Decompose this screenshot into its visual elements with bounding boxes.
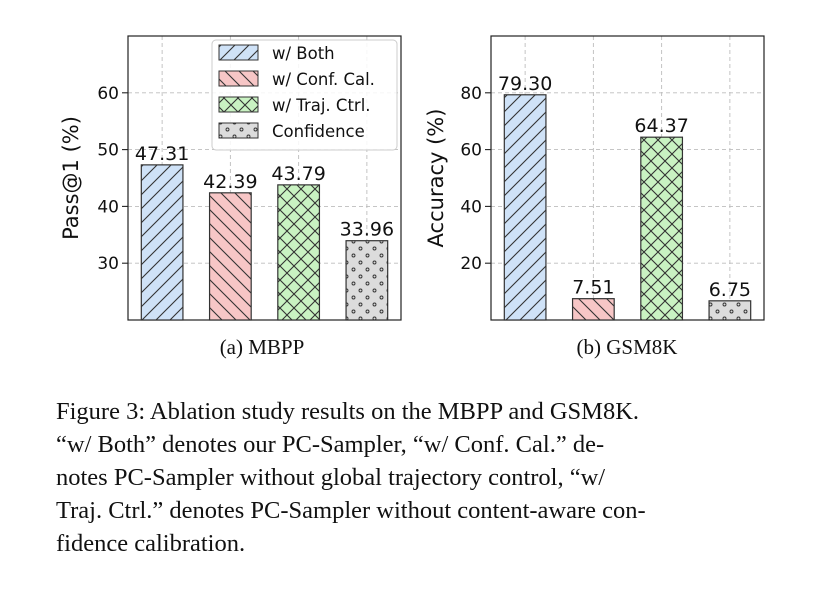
mbpp-y-tick-label: 50 xyxy=(97,141,119,161)
legend-label-w-conf-cal: w/ Conf. Cal. xyxy=(272,70,375,89)
legend-label-confidence: Confidence xyxy=(272,122,365,141)
mbpp-value-label-confidence: 33.96 xyxy=(340,219,394,241)
legend-swatch-w-traj-ctrl xyxy=(218,96,259,113)
gsm8k-bar-w-traj-ctrl xyxy=(640,136,684,321)
mbpp-bar-w-both xyxy=(140,164,184,321)
gsm8k-bar-confidence xyxy=(708,300,752,321)
mbpp-value-label-w-conf-cal: 42.39 xyxy=(203,171,257,193)
gsm8k-bars xyxy=(503,94,752,321)
mbpp-value-label-w-both: 47.31 xyxy=(135,143,189,165)
gsm8k-value-labels: 79.30 7.51 64.37 6.75 xyxy=(498,73,751,301)
gsm8k-y-ticks: 20 40 60 80 xyxy=(460,84,491,274)
legend-swatch-confidence xyxy=(218,122,259,139)
mbpp-panel-label: (a) MBPP xyxy=(220,335,305,359)
ablation-figure: 47.31 42.39 43.79 33.96 30 40 50 60 Pass@1 (%)… xyxy=(59,35,765,359)
gsm8k-panel-label: (b) GSM8K xyxy=(577,335,678,359)
gsm8k-y-axis-label: Accuracy (%) xyxy=(424,109,448,248)
gsm8k-y-tick-label: 60 xyxy=(460,141,482,161)
caption-line: fidence calibration. xyxy=(56,530,246,557)
gsm8k-y-tick-label: 80 xyxy=(460,84,482,104)
caption-line: Traj. Ctrl.” denotes PC-Sampler without … xyxy=(56,497,646,524)
gsm8k-y-tick-label: 40 xyxy=(460,197,482,217)
mbpp-y-tick-label: 60 xyxy=(97,84,119,104)
mbpp-y-axis-label: Pass@1 (%) xyxy=(59,116,83,240)
gsm8k-value-label-w-conf-cal: 7.51 xyxy=(572,277,614,299)
figure-caption: Figure 3: Ablation study results on the … xyxy=(56,395,770,560)
caption-line: Figure 3: Ablation study results on the … xyxy=(56,398,640,425)
legend-label-w-both: w/ Both xyxy=(272,44,335,63)
gsm8k-y-tick-label: 20 xyxy=(460,254,482,274)
gsm8k-value-label-w-traj-ctrl: 64.37 xyxy=(634,115,688,137)
mbpp-y-ticks: 30 40 50 60 xyxy=(97,84,128,274)
gsm8k-value-label-confidence: 6.75 xyxy=(709,279,751,301)
caption-line: notes PC-Sampler without global trajecto… xyxy=(56,464,606,491)
mbpp-panel: 47.31 42.39 43.79 33.96 30 40 50 60 Pass@1 (%)… xyxy=(59,35,402,359)
mbpp-value-labels: 47.31 42.39 43.79 33.96 xyxy=(135,143,394,241)
gsm8k-bar-w-both xyxy=(503,94,547,321)
mbpp-bar-w-traj-ctrl xyxy=(277,184,321,321)
mbpp-value-label-w-traj-ctrl: 43.79 xyxy=(271,163,325,185)
gsm8k-bar-w-conf-cal xyxy=(571,298,615,321)
caption-line: “w/ Both” denotes our PC-Sampler, “w/ Co… xyxy=(56,431,605,458)
legend-entry-w-traj-ctrl: w/ Traj. Ctrl. xyxy=(218,96,371,115)
gsm8k-panel: 79.30 7.51 64.37 6.75 20 40 60 80 Accuracy (%)… xyxy=(424,35,765,359)
legend: w/ Both w/ Conf. Cal. w/ Traj. Ctrl. Con… xyxy=(211,39,398,151)
legend-entry-w-both: w/ Both xyxy=(218,44,335,63)
legend-entry-confidence: Confidence xyxy=(218,122,365,141)
gsm8k-plot-frame xyxy=(490,35,765,321)
gsm8k-value-label-w-both: 79.30 xyxy=(498,73,552,95)
legend-swatch-w-both xyxy=(218,44,259,61)
mbpp-y-tick-label: 30 xyxy=(97,254,119,274)
legend-label-w-traj-ctrl: w/ Traj. Ctrl. xyxy=(272,96,371,115)
mbpp-bars xyxy=(140,164,389,321)
legend-swatch-w-conf-cal xyxy=(218,70,259,87)
mbpp-y-tick-label: 40 xyxy=(97,197,119,217)
mbpp-bar-w-conf-cal xyxy=(208,192,252,321)
legend-entry-w-conf-cal: w/ Conf. Cal. xyxy=(218,70,375,89)
mbpp-bar-confidence xyxy=(345,240,389,321)
mbpp-plot-frame xyxy=(127,35,402,321)
